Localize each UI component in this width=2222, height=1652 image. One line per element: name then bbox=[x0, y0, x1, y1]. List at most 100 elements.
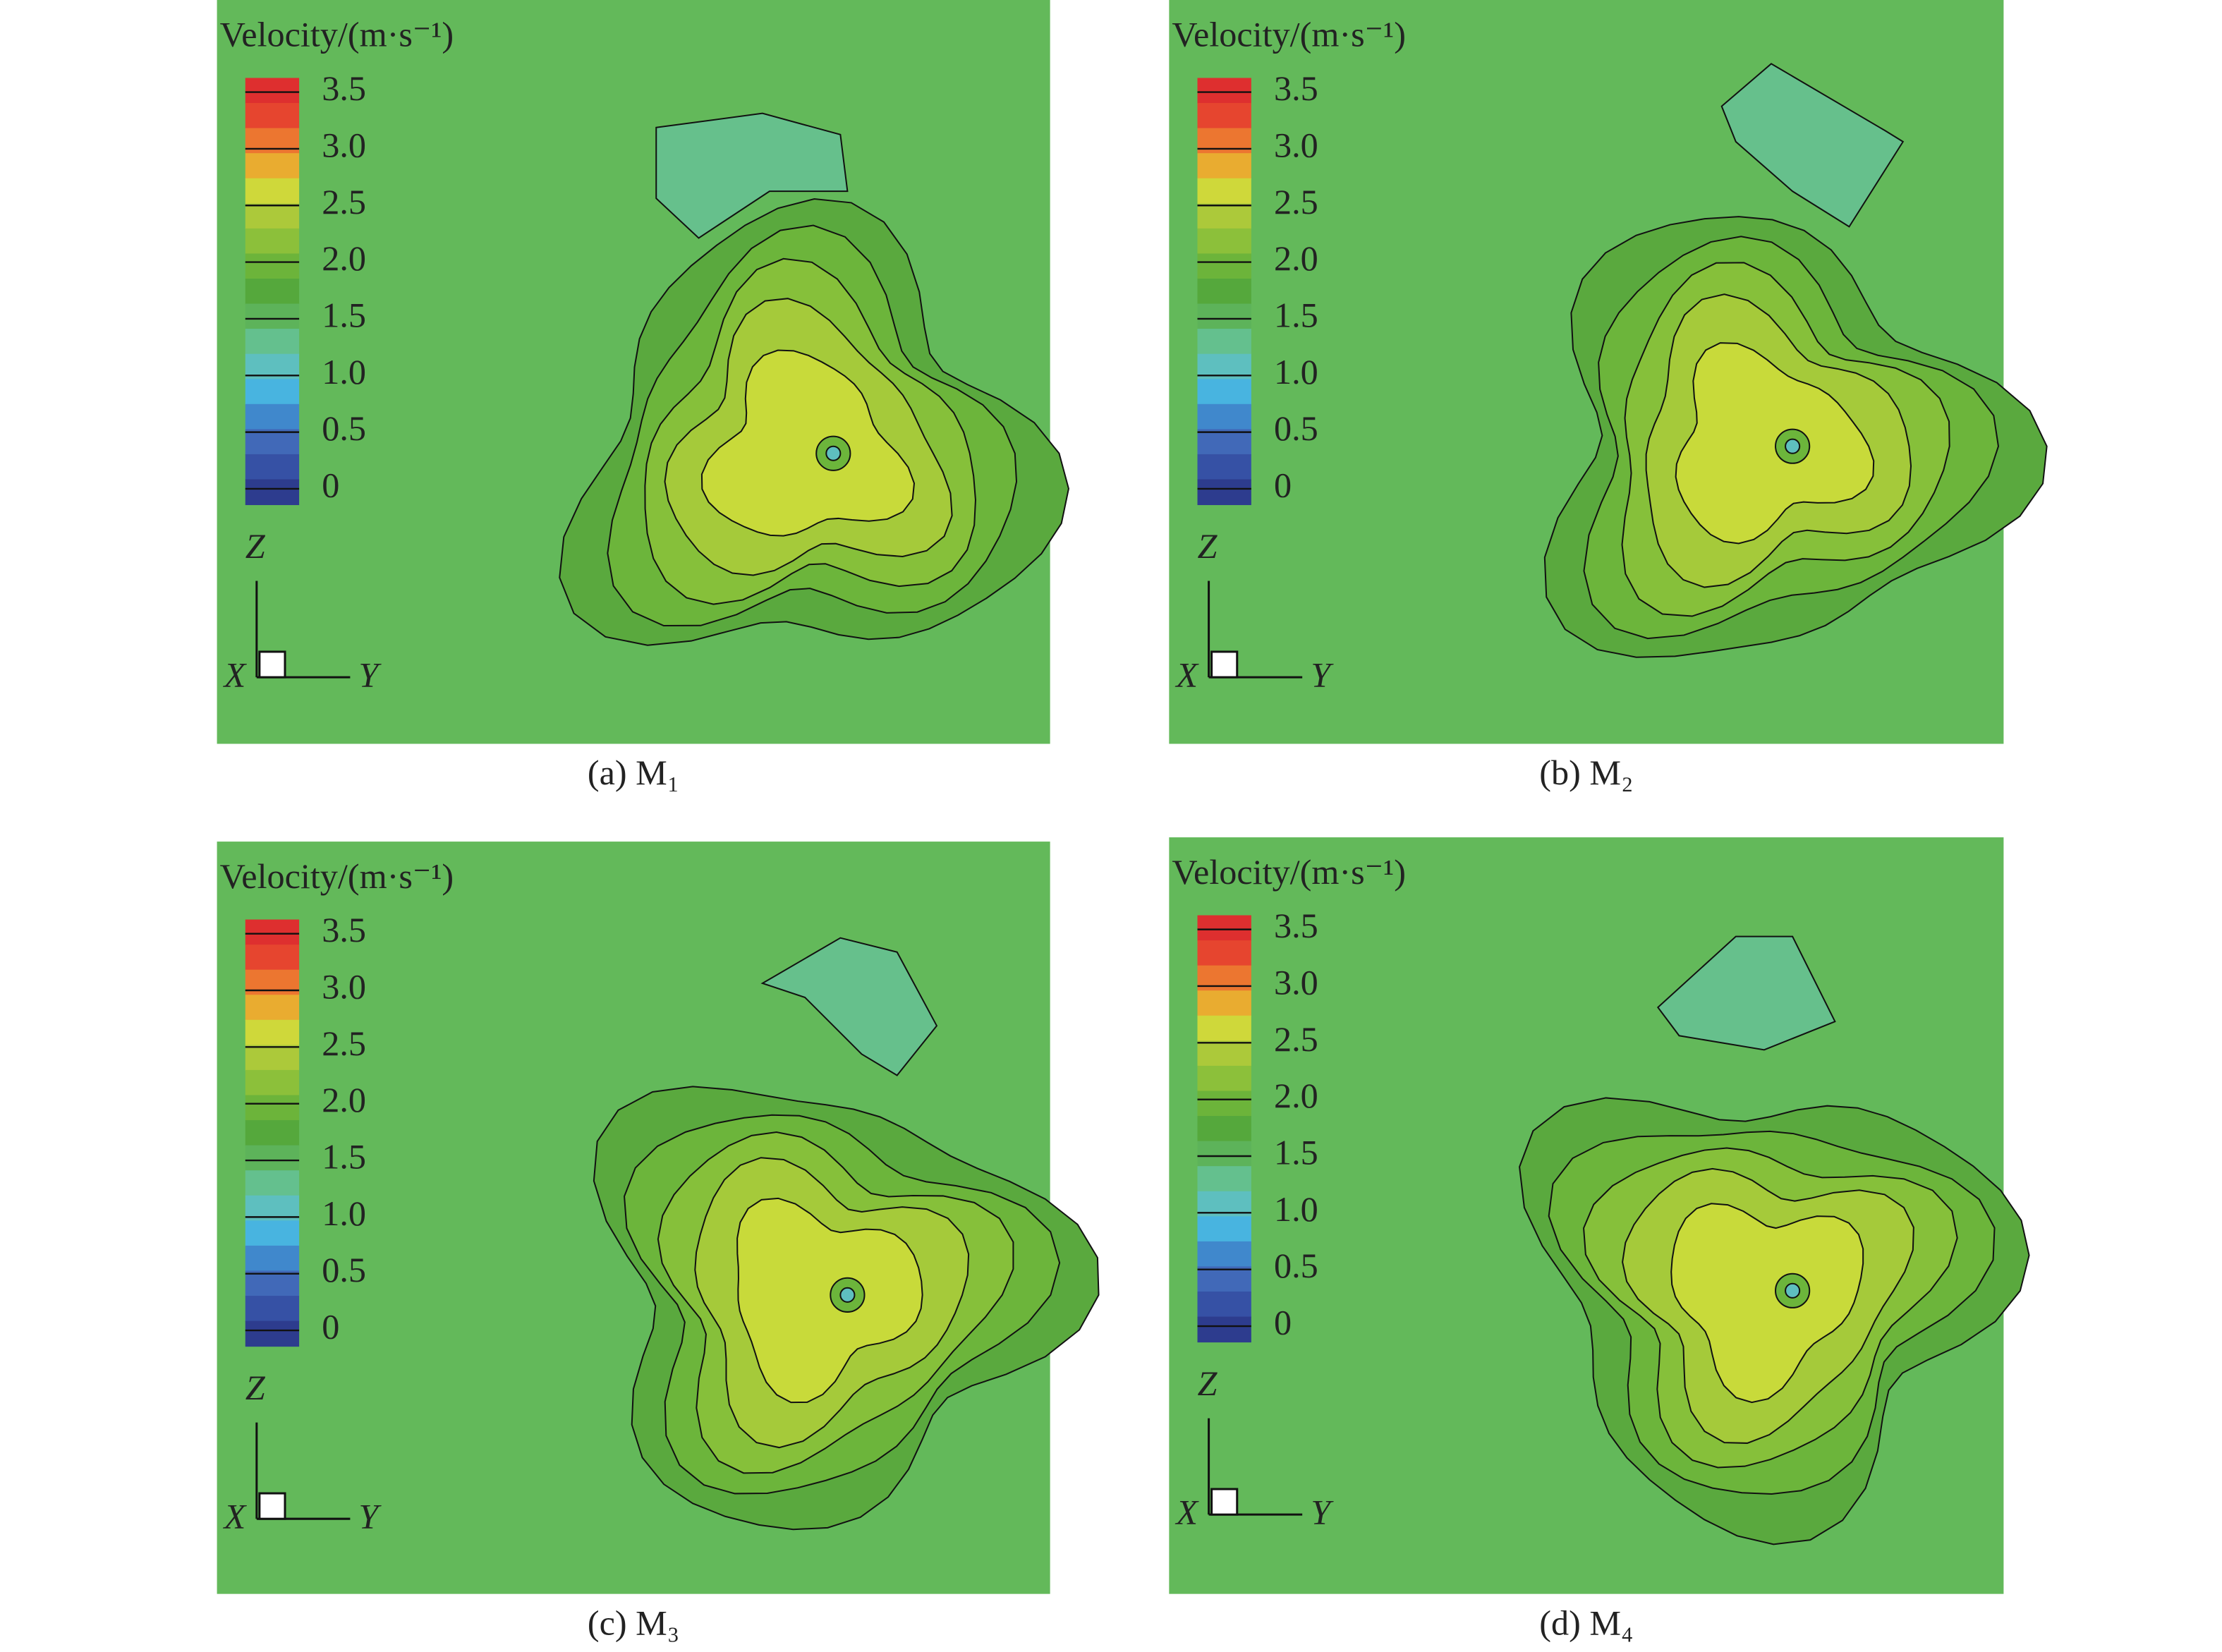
colorbar-band bbox=[245, 1019, 300, 1046]
legend-label: 0.5 bbox=[1274, 1246, 1318, 1285]
colorbar-band bbox=[245, 1095, 300, 1122]
colorbar-band bbox=[245, 1245, 300, 1272]
colorbar-band bbox=[1197, 403, 1251, 430]
colorbar-band bbox=[1197, 103, 1251, 129]
colorbar-band bbox=[245, 1069, 300, 1096]
legend-label: 1.0 bbox=[1274, 352, 1318, 391]
contour-region bbox=[825, 445, 842, 461]
axis-box bbox=[258, 650, 286, 679]
contour-region bbox=[1785, 1282, 1801, 1299]
colorbar-band bbox=[245, 228, 300, 255]
legend-title: Velocity/(m·s⁻¹) bbox=[1172, 852, 1406, 892]
colorbar-band bbox=[245, 253, 300, 279]
caption: (c) M₃ bbox=[588, 1603, 679, 1642]
colorbar-band bbox=[245, 1220, 300, 1246]
legend-label: 1.5 bbox=[1274, 295, 1318, 334]
colorbar-band bbox=[1197, 1291, 1251, 1318]
legend-label: 3.5 bbox=[1274, 906, 1318, 945]
contour-region bbox=[1656, 935, 1836, 1051]
contour-region bbox=[736, 1197, 923, 1404]
contour-region bbox=[1675, 342, 1875, 545]
legend-label: 3.0 bbox=[322, 125, 366, 164]
colorbar-band bbox=[1197, 479, 1251, 506]
legend-label: 2.5 bbox=[1274, 1019, 1318, 1059]
legend-label: 3.5 bbox=[322, 910, 366, 949]
contour-region bbox=[655, 112, 849, 239]
colorbar-band bbox=[245, 1120, 300, 1146]
colorbar-band bbox=[245, 1145, 300, 1172]
colorbar-band bbox=[1197, 178, 1251, 205]
axis-label: X bbox=[1174, 655, 1199, 695]
contour-region bbox=[1785, 438, 1801, 454]
colorbar-band bbox=[1197, 78, 1251, 104]
caption: (d) M₄ bbox=[1539, 1603, 1633, 1642]
colorbar-band bbox=[245, 454, 300, 480]
colorbar-band bbox=[245, 403, 300, 430]
colorbar-band bbox=[245, 1296, 300, 1322]
colorbar-band bbox=[1197, 915, 1251, 942]
legend-label: 1.5 bbox=[322, 295, 366, 334]
legend-label: 1.0 bbox=[322, 1194, 366, 1233]
axis-label: Y bbox=[358, 655, 382, 695]
legend-label: 1.5 bbox=[1274, 1133, 1318, 1172]
legend-title: Velocity/(m·s⁻¹) bbox=[1172, 15, 1406, 54]
caption: (a) M₁ bbox=[588, 753, 679, 792]
legend-label: 0 bbox=[1274, 465, 1292, 504]
colorbar-band bbox=[245, 278, 300, 305]
panel: Velocity/(m·s⁻¹) 3.5 3.0 2.5 2.0 1.5 1.0 0.5 0 Z X… bbox=[217, 842, 1100, 1594]
colorbar-band bbox=[1197, 203, 1251, 229]
colorbar-band bbox=[245, 919, 300, 946]
colorbar-band bbox=[245, 329, 300, 355]
colorbar-band bbox=[245, 379, 300, 405]
colorbar-band bbox=[1197, 153, 1251, 179]
contour-region bbox=[700, 349, 916, 537]
colorbar-band bbox=[1197, 1040, 1251, 1067]
legend-label: 1.0 bbox=[1274, 1189, 1318, 1229]
colorbar-band bbox=[1197, 1266, 1251, 1292]
legend-label: 0.5 bbox=[322, 408, 366, 448]
colorbar-band bbox=[1197, 1116, 1251, 1142]
legend-label: 2.0 bbox=[322, 238, 366, 278]
axis-label: X bbox=[223, 655, 248, 695]
colorbar-band bbox=[245, 1320, 300, 1347]
panel: Velocity/(m·s⁻¹) 3.5 3.0 2.5 2.0 1.5 1.0 0.5 0 Z X… bbox=[1169, 837, 2030, 1594]
legend-title: Velocity/(m·s⁻¹) bbox=[220, 856, 454, 896]
legend-label: 0.5 bbox=[322, 1250, 366, 1289]
colorbar-band bbox=[1197, 379, 1251, 405]
legend-title: Velocity/(m·s⁻¹) bbox=[220, 15, 454, 54]
contour-region bbox=[760, 937, 938, 1076]
legend-label: 1.0 bbox=[322, 352, 366, 391]
colorbar-band bbox=[1197, 228, 1251, 255]
colorbar-band bbox=[245, 78, 300, 104]
colorbar-band bbox=[1197, 1166, 1251, 1192]
colorbar-band bbox=[1197, 1241, 1251, 1268]
legend-label: 0 bbox=[322, 1307, 339, 1347]
colorbar-band bbox=[1197, 1065, 1251, 1092]
colorbar-band bbox=[245, 1045, 300, 1071]
legend-label: 1.5 bbox=[322, 1137, 366, 1177]
colorbar-band bbox=[1197, 329, 1251, 355]
colorbar-band bbox=[245, 153, 300, 179]
colorbar-band bbox=[245, 429, 300, 455]
axis-label: Y bbox=[358, 1497, 382, 1536]
colorbar-band bbox=[1197, 990, 1251, 1016]
legend-label: 0 bbox=[322, 465, 339, 504]
legend-label: 3.0 bbox=[322, 967, 366, 1007]
colorbar-band bbox=[245, 969, 300, 996]
colorbar-band bbox=[1197, 303, 1251, 330]
colorbar-band bbox=[1197, 1091, 1251, 1117]
axis-label: Y bbox=[1311, 1493, 1334, 1532]
contour-region bbox=[1720, 63, 1905, 228]
axis-label: Z bbox=[1198, 1363, 1218, 1403]
colorbar-band bbox=[245, 945, 300, 971]
colorbar-band bbox=[1197, 1015, 1251, 1042]
legend-label: 2.0 bbox=[1274, 238, 1318, 278]
colorbar-band bbox=[245, 1270, 300, 1297]
colorbar-band bbox=[245, 1170, 300, 1196]
axis-label: X bbox=[1174, 1493, 1199, 1532]
legend-label: 0 bbox=[1274, 1303, 1292, 1342]
colorbar-band bbox=[1197, 278, 1251, 305]
caption: (b) M₂ bbox=[1539, 753, 1633, 792]
legend-label: 3.5 bbox=[322, 68, 366, 108]
